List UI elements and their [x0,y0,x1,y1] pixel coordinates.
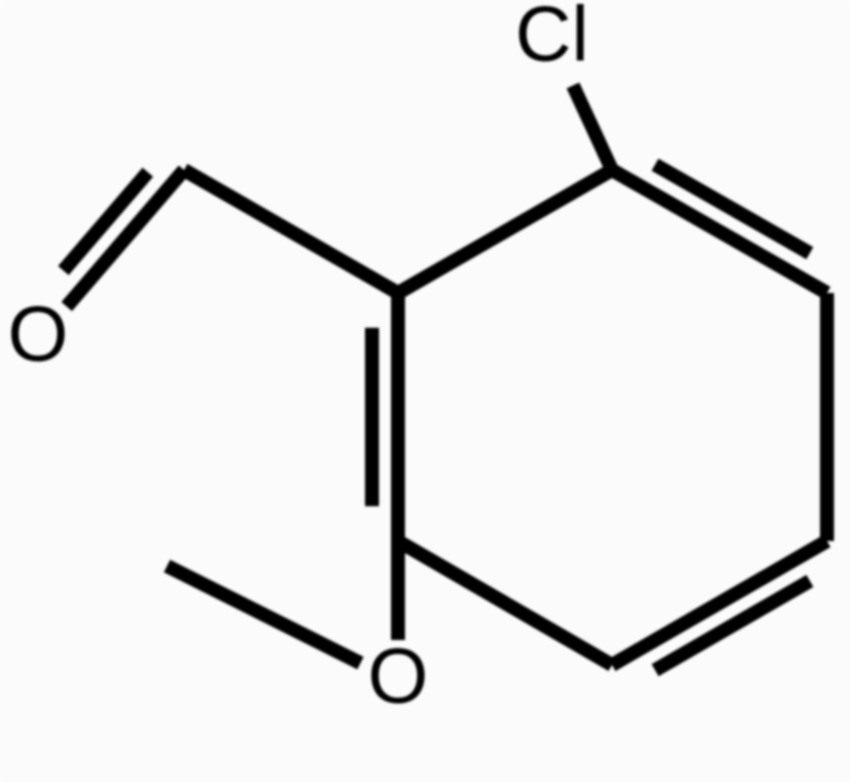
chemical-structure: O Cl O [0,0,850,782]
o-atom-label: O [368,632,429,720]
cl-atom-label: Cl [515,0,589,78]
o-atom-label: O [8,290,69,378]
